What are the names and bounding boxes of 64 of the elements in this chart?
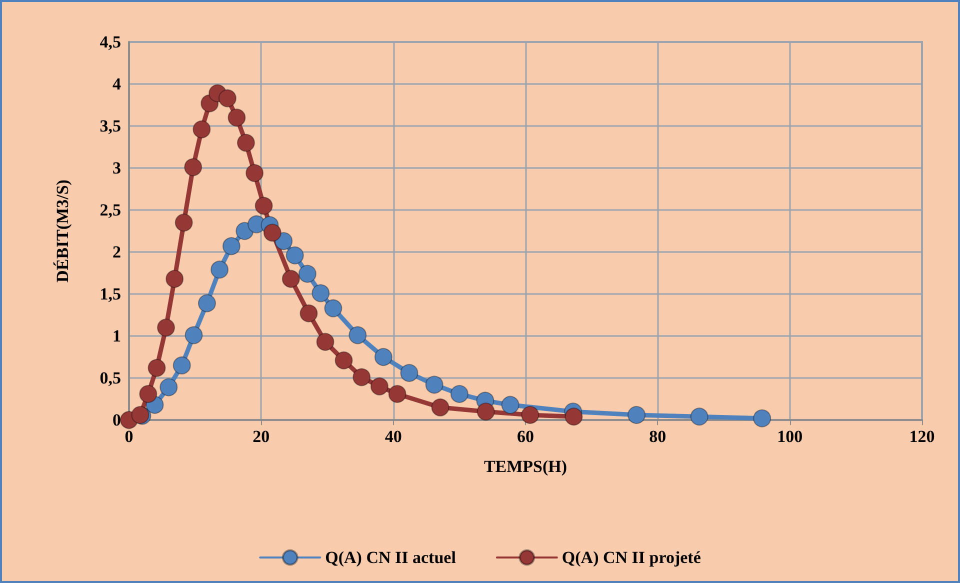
x-tick-label: 60: [517, 427, 534, 446]
x-tick-label: 80: [649, 427, 666, 446]
point: [157, 318, 176, 337]
point: [370, 377, 388, 396]
y-tick-label: 0: [112, 410, 121, 430]
point: [210, 260, 229, 279]
point: [282, 270, 300, 288]
legend-label: Q(A) CN II actuel: [325, 548, 456, 567]
point: [298, 264, 316, 283]
x-tick-label: 100: [777, 427, 803, 446]
y-tick-label: 1,5: [100, 284, 121, 304]
point: [192, 120, 211, 138]
point: [501, 396, 520, 414]
x-tick-label: 40: [384, 427, 402, 446]
point: [628, 406, 646, 424]
x-axis-title: TEMPS(H): [484, 457, 568, 476]
point: [286, 246, 304, 264]
point: [450, 384, 468, 403]
point: [160, 378, 178, 396]
point: [476, 402, 495, 421]
point: [564, 408, 583, 426]
point: [228, 108, 246, 127]
point: [184, 326, 203, 344]
point: [246, 164, 264, 182]
y-tick-label: 4: [112, 74, 122, 94]
y-tick-label: 2,5: [100, 200, 121, 220]
point: [236, 134, 255, 152]
point: [172, 356, 191, 374]
point: [184, 158, 202, 176]
y-tick-label: 3,5: [100, 116, 121, 136]
point: [374, 348, 392, 366]
point: [222, 237, 240, 256]
point: [400, 364, 418, 382]
point: [166, 270, 184, 288]
y-tick-label: 3: [112, 158, 121, 178]
point: [254, 196, 273, 215]
point: [148, 358, 166, 377]
y-tick-label: 2: [112, 242, 121, 262]
point: [174, 214, 193, 232]
y-axis-title: DÉBIT(M3/S): [53, 180, 72, 282]
y-tick-label: 4,5: [100, 32, 121, 52]
point: [348, 326, 367, 344]
legend-label: Q(A) CN II projeté: [562, 548, 702, 567]
point: [263, 224, 282, 242]
point: [198, 294, 216, 312]
x-tick-label: 0: [124, 427, 134, 446]
y-tick-label: 1: [112, 326, 121, 346]
point: [316, 332, 334, 351]
point: [139, 384, 158, 403]
point: [425, 376, 444, 394]
point: [334, 351, 353, 370]
y-tick-label: 0,5: [100, 368, 121, 388]
point: [521, 406, 540, 424]
point: [753, 409, 772, 428]
point: [218, 89, 236, 108]
point: [690, 408, 708, 426]
x-tick-label: 20: [252, 427, 270, 446]
point: [431, 398, 450, 416]
point: [388, 384, 406, 403]
x-tick-label: 120: [909, 427, 935, 446]
point: [324, 299, 342, 318]
point: [300, 304, 318, 322]
point: [352, 368, 371, 386]
point: [312, 284, 330, 302]
